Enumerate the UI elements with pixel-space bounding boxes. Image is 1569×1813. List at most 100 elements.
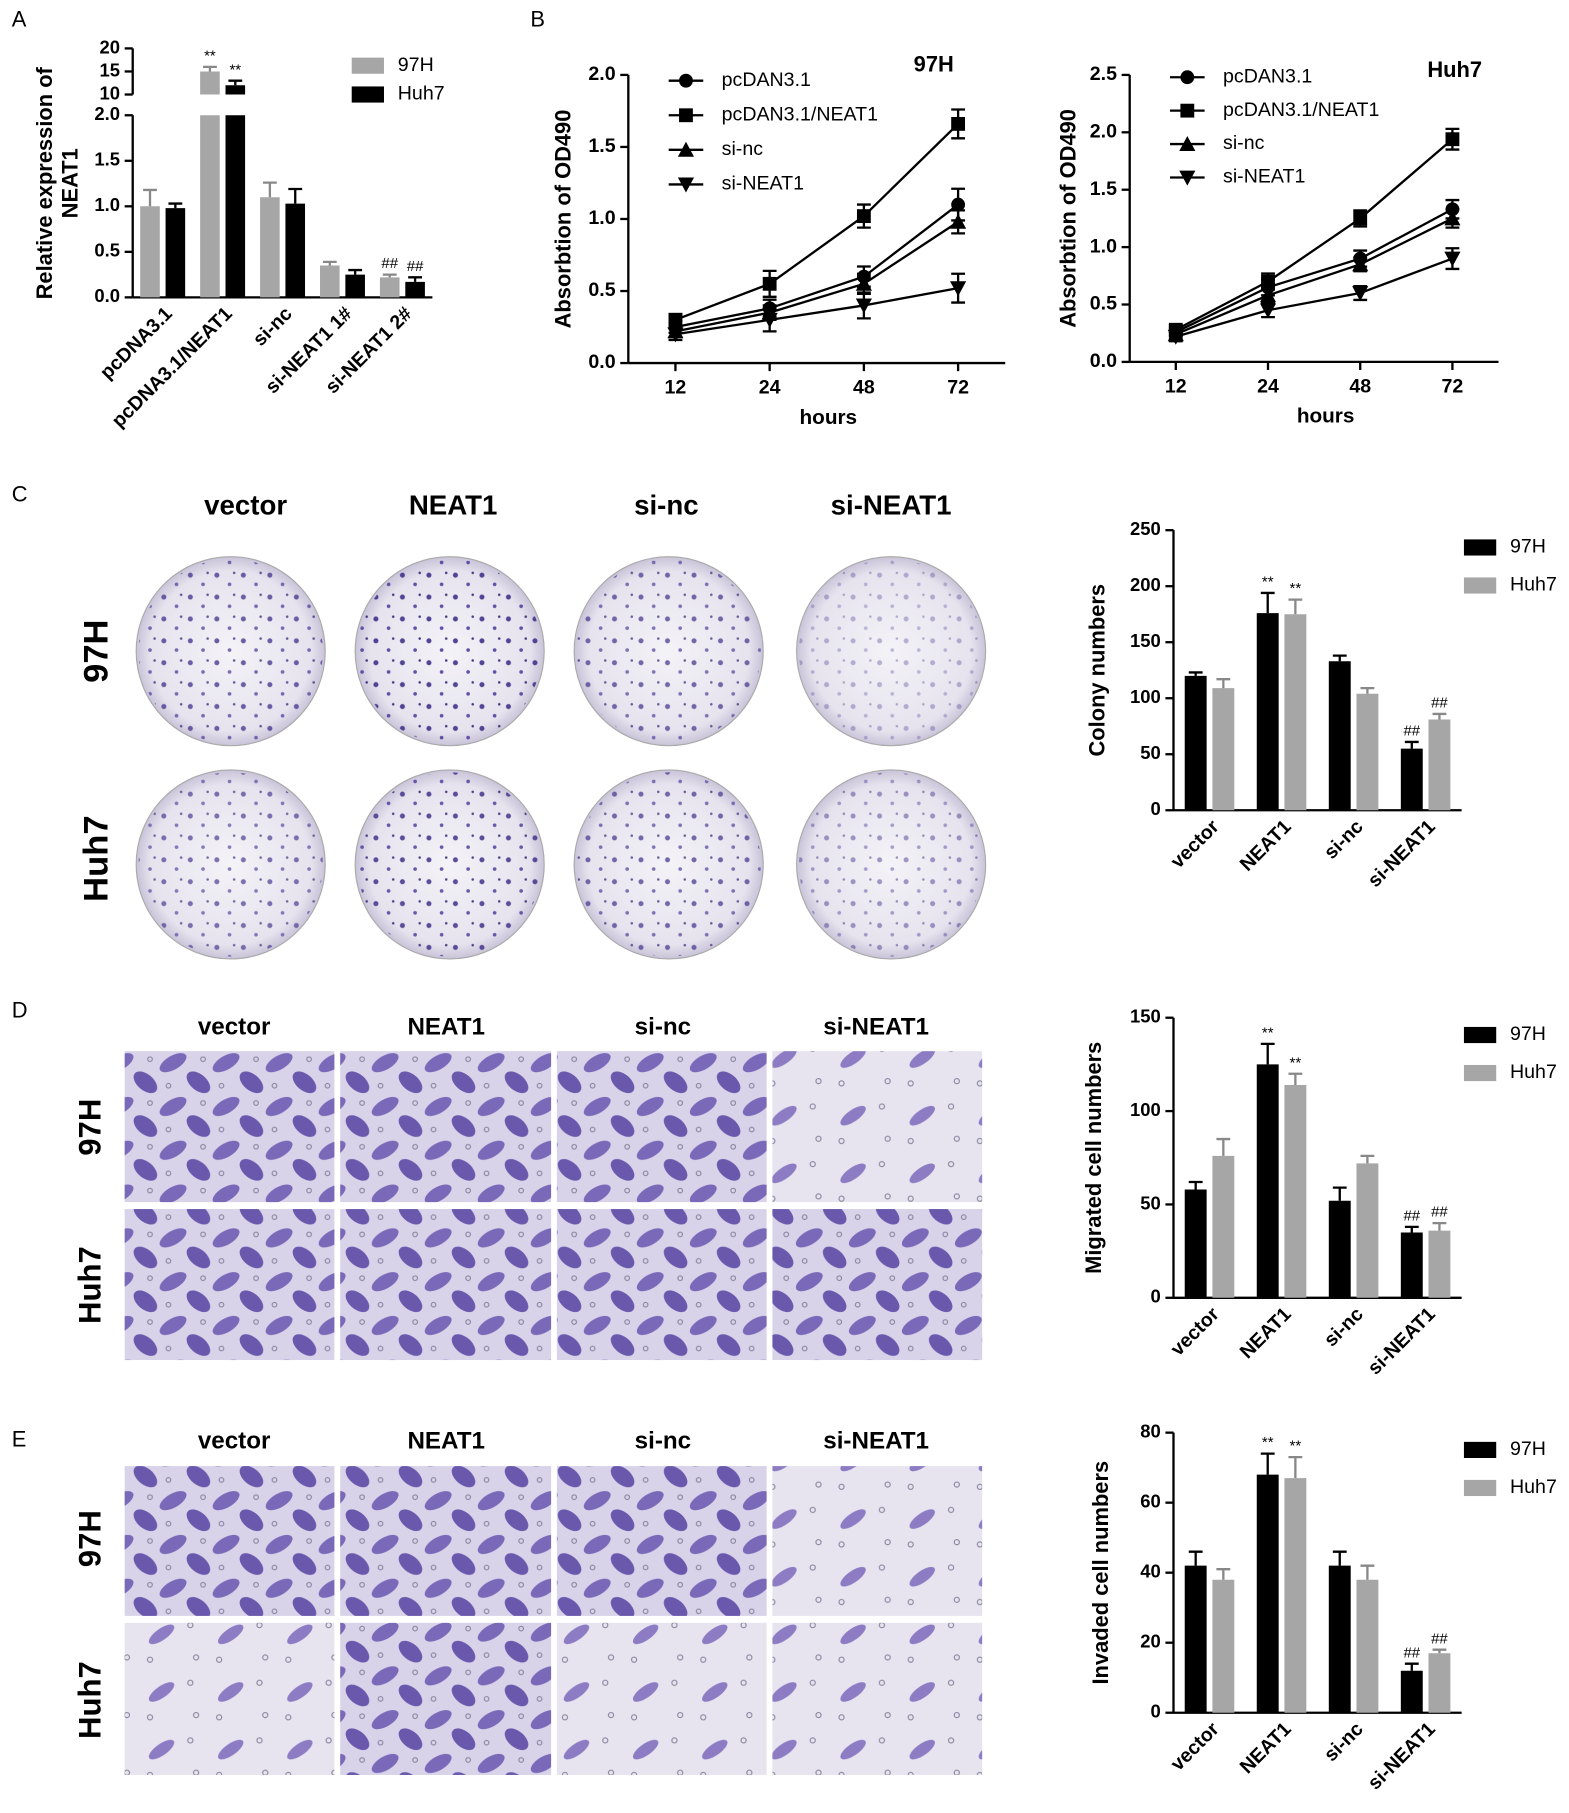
marker bbox=[950, 213, 967, 229]
bar bbox=[1328, 1565, 1351, 1713]
dish-colonies bbox=[138, 558, 323, 744]
panel-label: E bbox=[12, 1426, 27, 1451]
dish-colonies bbox=[576, 558, 761, 744]
micrograph bbox=[772, 1209, 983, 1361]
marker bbox=[1444, 251, 1461, 267]
y-tick-label: 10 bbox=[100, 82, 121, 103]
marker bbox=[1259, 287, 1277, 303]
legend-swatch bbox=[1463, 1026, 1497, 1044]
legend-marker bbox=[677, 177, 695, 193]
bar bbox=[405, 281, 425, 298]
y-tick-label: 1.0 bbox=[1090, 235, 1117, 257]
significance-mark: ** bbox=[1262, 1434, 1274, 1451]
panel-label: A bbox=[12, 7, 27, 32]
photo-column-label: si-nc bbox=[635, 1013, 691, 1040]
marker bbox=[950, 281, 967, 297]
y-tick-label: 100 bbox=[1130, 1099, 1161, 1120]
error-bar bbox=[288, 187, 303, 204]
y-axis-label: Absorbtion of OD490 bbox=[551, 110, 576, 329]
significance-mark: ** bbox=[1290, 1438, 1302, 1455]
legend-marker bbox=[1180, 103, 1195, 118]
photo-column-label: si-NEAT1 bbox=[831, 489, 952, 520]
error-bar bbox=[1360, 686, 1375, 694]
marker bbox=[1261, 274, 1275, 289]
legend-label: Huh7 bbox=[1510, 574, 1557, 596]
dish-colonies bbox=[798, 772, 984, 957]
bar bbox=[379, 277, 400, 298]
photo-column-label: vector bbox=[204, 489, 287, 520]
legend-label: Huh7 bbox=[1510, 1476, 1557, 1498]
x-tick-label: 24 bbox=[1257, 375, 1279, 397]
micrograph bbox=[556, 1622, 767, 1775]
y-tick-label: 150 bbox=[1130, 1006, 1161, 1027]
error-bar bbox=[1332, 1186, 1347, 1201]
significance-mark: ** bbox=[1290, 580, 1302, 597]
error-bar bbox=[203, 65, 217, 72]
micrograph bbox=[340, 1209, 552, 1361]
y-tick-label: 50 bbox=[1140, 742, 1161, 763]
y-tick-label: 2.0 bbox=[94, 103, 120, 124]
legend-swatch bbox=[351, 57, 384, 74]
marker bbox=[951, 116, 966, 131]
y-axis-label: Colony numbers bbox=[1084, 584, 1109, 757]
micrograph bbox=[340, 1622, 552, 1775]
bar bbox=[1212, 688, 1235, 811]
line bbox=[675, 123, 959, 321]
error-bar bbox=[1288, 1072, 1303, 1085]
x-tick-label: 12 bbox=[1165, 375, 1187, 397]
marker bbox=[1167, 329, 1184, 345]
bar bbox=[285, 203, 306, 298]
error-bar bbox=[1332, 654, 1347, 662]
x-tick-label: si-NEAT1 bbox=[1364, 1303, 1440, 1379]
x-tick-label: NEAT1 bbox=[1236, 816, 1296, 876]
dish-colonies bbox=[357, 558, 542, 744]
y-tick-label: 100 bbox=[1130, 686, 1161, 707]
dish-colonies bbox=[138, 772, 323, 957]
legend-label: 97H bbox=[398, 54, 434, 76]
legend-swatch bbox=[1463, 1479, 1497, 1497]
error-bar bbox=[168, 202, 183, 209]
line bbox=[675, 220, 959, 333]
bar bbox=[1256, 613, 1279, 811]
legend-marker bbox=[677, 141, 695, 157]
bar bbox=[140, 206, 160, 298]
y-tick-label: 0 bbox=[1151, 1286, 1161, 1307]
photo-row-label: 97H bbox=[73, 1510, 108, 1567]
x-tick-label: si-nc bbox=[1320, 1718, 1368, 1766]
migration-images bbox=[124, 1051, 983, 1361]
photo-column-label: vector bbox=[198, 1427, 271, 1454]
bar bbox=[345, 274, 365, 298]
micrograph bbox=[772, 1051, 983, 1203]
y-tick-label: 60 bbox=[1140, 1491, 1161, 1512]
error-bar bbox=[1188, 671, 1203, 676]
x-tick-label: vector bbox=[1167, 815, 1224, 872]
colony-dishes bbox=[135, 556, 987, 960]
photo-column-label: NEAT1 bbox=[409, 489, 498, 520]
legend-marker bbox=[679, 108, 693, 123]
dish-colonies bbox=[576, 772, 761, 957]
error-bar bbox=[1188, 1550, 1203, 1566]
micrograph bbox=[124, 1209, 335, 1361]
y-tick-label: 1.5 bbox=[94, 149, 120, 170]
line bbox=[1175, 217, 1453, 336]
bar bbox=[1184, 1189, 1207, 1298]
error-bar bbox=[1288, 598, 1303, 615]
error-bar bbox=[1360, 1564, 1375, 1580]
significance-mark: ## bbox=[381, 255, 398, 272]
significance-mark: ## bbox=[407, 258, 424, 275]
y-tick-label: 0 bbox=[1151, 798, 1161, 819]
bar bbox=[1212, 1155, 1235, 1298]
y-tick-label: 0.0 bbox=[94, 285, 120, 306]
invasion-images bbox=[124, 1466, 983, 1775]
bar bbox=[1328, 661, 1351, 811]
line bbox=[675, 203, 959, 329]
significance-mark: ** bbox=[1290, 1054, 1302, 1071]
y-tick-label: 0.5 bbox=[94, 240, 120, 261]
error-bar bbox=[1360, 1154, 1375, 1164]
bar bbox=[1428, 719, 1451, 811]
error-bar bbox=[1432, 712, 1447, 720]
bar bbox=[1356, 693, 1379, 811]
x-tick-label: 48 bbox=[1349, 375, 1371, 397]
error-bar bbox=[382, 273, 397, 278]
micrograph bbox=[556, 1466, 767, 1616]
